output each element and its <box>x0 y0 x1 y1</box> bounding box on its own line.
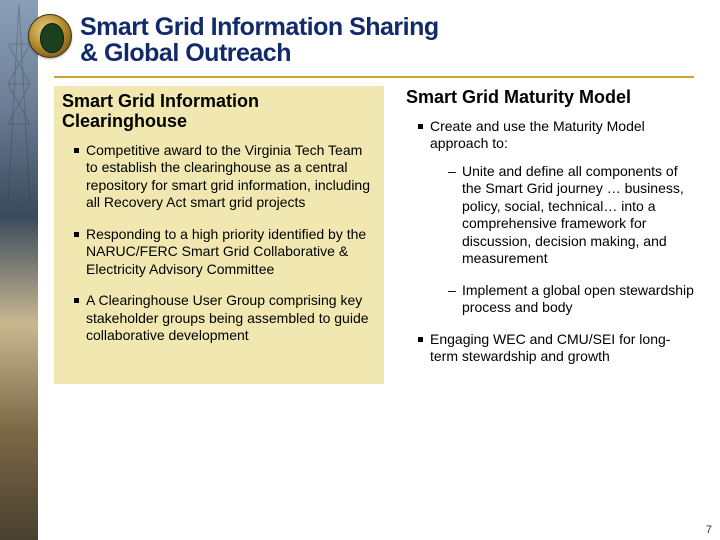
right-heading: Smart Grid Maturity Model <box>406 88 698 108</box>
left-bullet-list: Competitive award to the Virginia Tech T… <box>62 142 376 345</box>
page-title: Smart Grid Information Sharing & Global … <box>80 14 439 67</box>
list-item: Competitive award to the Virginia Tech T… <box>74 142 376 212</box>
left-column: Smart Grid Information Clearinghouse Com… <box>54 86 384 384</box>
page-number: 7 <box>706 524 712 536</box>
left-heading: Smart Grid Information Clearinghouse <box>62 92 376 132</box>
list-item: Responding to a high priority identified… <box>74 226 376 279</box>
decorative-sidebar <box>0 0 38 540</box>
list-item: Unite and define all components of the S… <box>448 163 698 268</box>
right-bullet-list: Create and use the Maturity Model approa… <box>406 118 698 366</box>
list-item: A Clearinghouse User Group comprising ke… <box>74 292 376 345</box>
title-line-2: & Global Outreach <box>80 39 291 67</box>
intro-text: Create and use the Maturity Model approa… <box>430 118 645 152</box>
list-item: Implement a global open stewardship proc… <box>448 282 698 317</box>
gold-rule <box>54 76 694 78</box>
title-line-1: Smart Grid Information Sharing <box>80 13 439 41</box>
agency-seal <box>28 14 72 58</box>
list-item: Create and use the Maturity Model approa… <box>418 118 698 317</box>
two-column-layout: Smart Grid Information Clearinghouse Com… <box>54 86 704 384</box>
right-column: Smart Grid Maturity Model Create and use… <box>402 86 702 384</box>
sub-dash-list: Unite and define all components of the S… <box>430 163 698 317</box>
list-item: Engaging WEC and CMU/SEI for long-term s… <box>418 331 698 366</box>
